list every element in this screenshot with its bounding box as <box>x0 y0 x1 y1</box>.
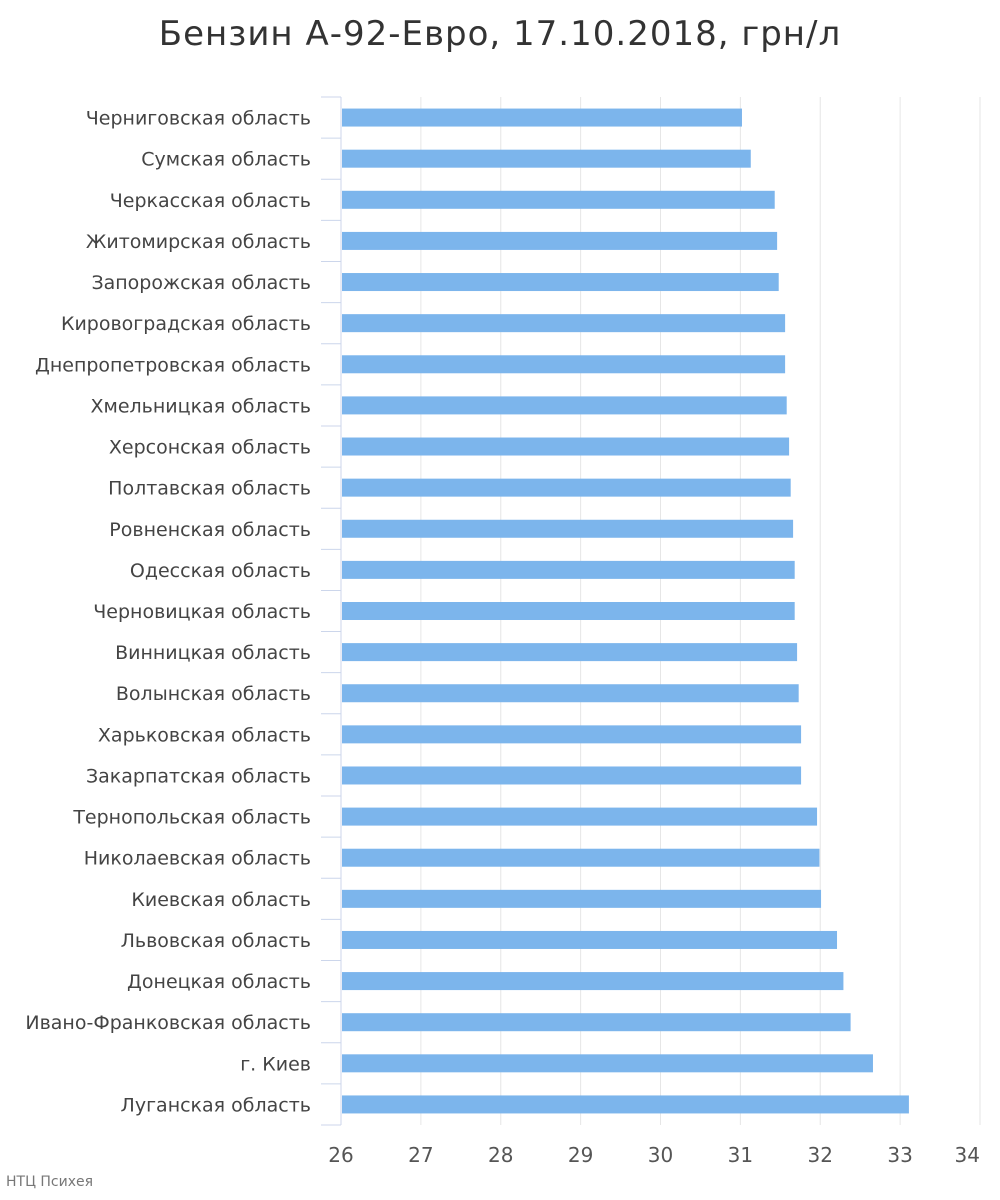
x-tick-label: 33 <box>887 1143 912 1167</box>
x-tick-label: 26 <box>328 1143 353 1167</box>
category-label: Полтавская область <box>108 478 311 500</box>
axes <box>321 96 342 1126</box>
bar <box>342 108 742 127</box>
category-label: Одесская область <box>130 560 311 582</box>
category-label: Львовская область <box>121 930 311 952</box>
bar <box>342 437 790 456</box>
bar <box>342 519 794 538</box>
category-label: Тернопольская область <box>72 807 311 829</box>
x-tick-label: 31 <box>728 1143 753 1167</box>
tick-labels: 26 27 28 29 30 31 32 33 34 <box>328 1143 980 1167</box>
x-tick-label: 32 <box>808 1143 833 1167</box>
bar <box>342 930 838 949</box>
bar <box>342 190 775 209</box>
bar <box>342 1095 909 1114</box>
category-label: Ивано-Франковская область <box>25 1012 311 1034</box>
bars <box>342 108 909 1114</box>
x-tick-label: 30 <box>648 1143 673 1167</box>
x-tick-label: 27 <box>408 1143 433 1167</box>
category-label: Житомирская область <box>86 231 311 253</box>
category-label: Черновицкая область <box>93 601 311 623</box>
bar <box>342 643 798 662</box>
x-tick-label: 29 <box>568 1143 593 1167</box>
bar <box>342 355 786 374</box>
bar <box>342 766 802 785</box>
credits-text: НТЦ Психея <box>6 1174 94 1190</box>
bar <box>342 725 802 744</box>
bar <box>342 231 778 250</box>
category-label: Винницкая область <box>115 642 311 664</box>
category-label: Волынская область <box>116 683 311 705</box>
chart-title: Бензин А-92-Евро, 17.10.2018, грн/л <box>158 14 842 54</box>
category-label: Закарпатская область <box>86 765 311 787</box>
bar <box>342 602 795 620</box>
category-label: Ровненская область <box>109 519 311 541</box>
category-label: Черниговская область <box>86 108 311 130</box>
bar <box>342 972 844 991</box>
bar <box>342 478 791 497</box>
bar <box>342 889 822 908</box>
bar <box>342 1054 873 1073</box>
category-label: Черкасская область <box>110 190 311 212</box>
bar <box>342 848 820 867</box>
bar <box>342 1013 851 1032</box>
category-label: Херсонская область <box>109 437 311 459</box>
x-tick-label: 28 <box>488 1143 513 1167</box>
bar <box>342 560 795 579</box>
category-label: г. Киев <box>240 1053 311 1075</box>
bar <box>342 273 779 292</box>
category-label: Днепропетровская область <box>35 354 311 376</box>
category-labels: Черниговская область Сумская область Черка… <box>25 108 311 1117</box>
category-label: Киевская область <box>131 889 311 911</box>
category-label: Кировоградская область <box>61 313 311 335</box>
category-label: Запорожская область <box>91 272 311 294</box>
x-tick-label: 34 <box>955 1143 980 1167</box>
bar <box>342 149 751 168</box>
category-label: Хмельницкая область <box>90 395 311 417</box>
category-label: Харьковская область <box>98 724 311 746</box>
category-label: Донецкая область <box>127 971 311 993</box>
bar <box>342 314 786 333</box>
category-label: Сумская область <box>141 149 311 171</box>
bar <box>342 807 818 826</box>
bar <box>342 396 787 415</box>
category-label: Николаевская область <box>84 848 311 870</box>
bar <box>342 684 799 703</box>
category-label: Луганская область <box>121 1094 311 1116</box>
